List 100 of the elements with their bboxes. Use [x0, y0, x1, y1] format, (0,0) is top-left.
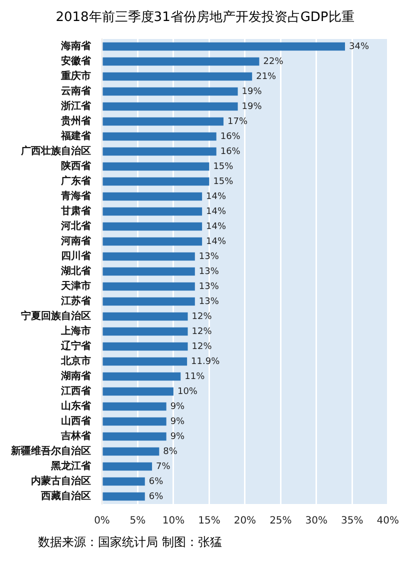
data-label: 16% [220, 132, 241, 142]
data-label: 17% [228, 116, 248, 127]
y-tick-label: 新疆维吾尔自治区 [10, 445, 91, 458]
y-tick-label: 河南省 [60, 235, 92, 248]
data-label: 21% [256, 72, 277, 82]
y-tick-label: 广东省 [60, 175, 92, 188]
x-tick-label: 5% [130, 516, 146, 527]
y-tick-label: 广西壮族自治区 [20, 145, 91, 158]
bar [102, 57, 260, 66]
y-tick-label: 宁夏回族自治区 [21, 310, 91, 322]
data-label: 9% [170, 416, 186, 427]
data-label: 13% [198, 296, 220, 307]
y-tick-label: 甘肃省 [60, 205, 92, 218]
x-tick-label: 35% [341, 516, 364, 527]
data-label: 19% [242, 102, 262, 112]
y-tick-label: 湖南省 [60, 370, 92, 382]
x-tick-label: 40% [376, 516, 400, 527]
bar [102, 42, 346, 51]
bar [102, 192, 202, 201]
data-label: 14% [206, 236, 227, 247]
y-tick-label: 吉林省 [60, 430, 92, 442]
y-tick-label: 四川省 [61, 250, 92, 262]
bar [102, 447, 160, 456]
bar [102, 477, 145, 486]
y-tick-label: 湖北省 [60, 265, 92, 278]
bar [102, 312, 188, 321]
y-tick-label: 江苏省 [60, 295, 92, 308]
y-tick-label: 福建省 [60, 130, 92, 142]
bar [102, 387, 174, 396]
bar [102, 147, 216, 156]
bar [102, 237, 202, 246]
x-tick-label: 30% [305, 516, 328, 527]
data-label: 12% [192, 326, 212, 337]
data-label: 6% [148, 476, 164, 487]
y-tick-label: 云南省 [61, 85, 92, 98]
y-tick-label: 河北省 [60, 220, 92, 232]
x-tick-label: 25% [270, 516, 292, 527]
x-tick-label: 10% [162, 516, 185, 527]
data-label: 14% [206, 206, 227, 217]
bar [102, 117, 224, 126]
x-tick-label: 0% [94, 516, 110, 527]
bar [102, 162, 210, 171]
y-tick-label: 海南省 [60, 40, 92, 52]
data-label: 13% [198, 282, 220, 292]
y-tick-label: 山东省 [61, 400, 92, 412]
data-label: 13% [198, 252, 220, 262]
data-label: 15% [213, 176, 234, 187]
data-label: 9% [170, 402, 186, 412]
data-label: 8% [163, 446, 178, 457]
y-tick-label: 山西省 [61, 415, 92, 428]
data-label: 11.9% [191, 356, 220, 367]
y-tick-label: 青海省 [60, 190, 92, 202]
data-label: 10% [177, 386, 198, 397]
y-tick-label: 贵州省 [60, 115, 92, 128]
bar [102, 72, 252, 81]
bar [102, 372, 181, 381]
y-tick-label: 安徽省 [61, 55, 92, 68]
bar [102, 132, 216, 141]
y-tick-label: 北京市 [60, 355, 91, 368]
bar [102, 222, 202, 231]
data-label: 14% [206, 192, 227, 202]
y-tick-label: 内蒙古自治区 [31, 475, 91, 488]
data-label: 34% [349, 42, 370, 52]
bar [102, 492, 145, 501]
bar [102, 102, 238, 111]
y-tick-label: 西藏自治区 [40, 490, 91, 502]
y-tick-label: 天津市 [60, 280, 91, 292]
data-label: 7% [156, 462, 171, 472]
bar [102, 282, 195, 291]
bar [102, 177, 210, 186]
data-label: 6% [148, 492, 164, 502]
bar [102, 87, 238, 96]
y-tick-label: 江西省 [60, 385, 92, 398]
bar [102, 267, 195, 276]
y-tick-label: 黑龙江省 [50, 460, 92, 472]
data-label: 11% [184, 372, 206, 382]
bar [102, 207, 202, 216]
bar [102, 432, 166, 441]
y-tick-label: 陕西省 [61, 160, 92, 172]
bar [102, 417, 166, 426]
y-tick-label: 辽宁省 [60, 340, 92, 352]
data-label: 15% [213, 162, 234, 172]
data-label: 9% [170, 432, 186, 442]
bar [102, 252, 195, 261]
data-label: 22% [263, 56, 284, 67]
y-tick-label: 上海市 [60, 325, 91, 338]
data-label: 12% [192, 312, 212, 322]
bar [102, 342, 188, 351]
data-label: 13% [198, 266, 220, 277]
bar [102, 327, 188, 336]
data-label: 16% [220, 146, 241, 157]
source-note: 数据来源：国家统计局 制图：张猛 [37, 534, 223, 551]
data-label: 14% [206, 222, 227, 232]
x-tick-label: 20% [234, 516, 256, 527]
bar [102, 297, 195, 306]
x-tick-label: 15% [198, 516, 220, 527]
bar [102, 402, 166, 411]
y-tick-label: 浙江省 [60, 100, 92, 112]
bar [102, 462, 152, 471]
data-label: 12% [192, 342, 212, 352]
